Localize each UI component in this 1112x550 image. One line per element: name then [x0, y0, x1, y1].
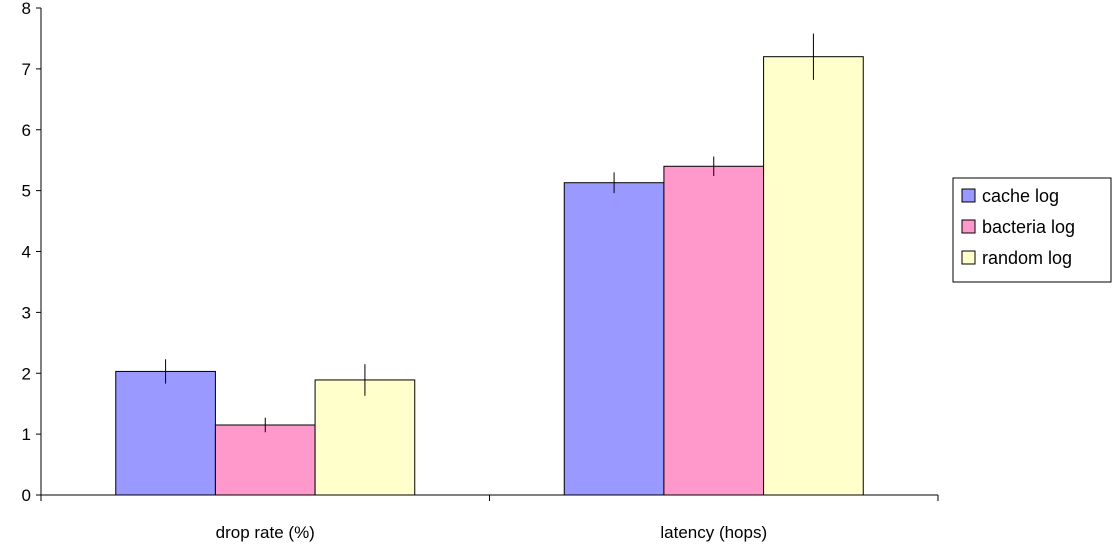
bar-cache-log-0: [115, 370, 216, 496]
legend: cache log bacteria log random log: [952, 177, 1112, 283]
y-tick-label: 8: [22, 0, 31, 18]
y-tick-label: 3: [22, 303, 31, 322]
y-tick-label: 7: [22, 60, 31, 79]
bar-bacteria-log-0: [214, 424, 316, 496]
legend-label: random log: [982, 248, 1072, 268]
y-tick-label: 5: [22, 182, 31, 201]
bar-bacteria-log-1: [663, 165, 765, 496]
category-labels: drop rate (%) latency (hops): [216, 523, 767, 542]
x-axis: [40, 494, 939, 501]
error-bars: [165, 33, 814, 433]
y-tick-label: 6: [22, 121, 31, 140]
bar-cache-log-1: [563, 182, 665, 496]
y-tick-label: 2: [22, 364, 31, 383]
bar-random-log-0: [314, 379, 416, 496]
y-axis: 0 1 2 3 4 5 6 7 8: [22, 0, 42, 505]
legend-swatch: [961, 250, 976, 265]
category-label: latency (hops): [660, 523, 767, 542]
legend-swatch: [961, 188, 976, 203]
y-tick-label: 0: [22, 486, 31, 505]
legend-label: bacteria log: [982, 217, 1075, 237]
legend-swatch: [961, 219, 976, 234]
category-label: drop rate (%): [216, 523, 315, 542]
bar-random-log-1: [763, 56, 864, 496]
y-tick-label: 1: [22, 425, 31, 444]
y-tick-label: 4: [22, 243, 31, 262]
legend-box: [952, 177, 1112, 283]
bars: [115, 56, 864, 496]
legend-label: cache log: [982, 186, 1059, 206]
